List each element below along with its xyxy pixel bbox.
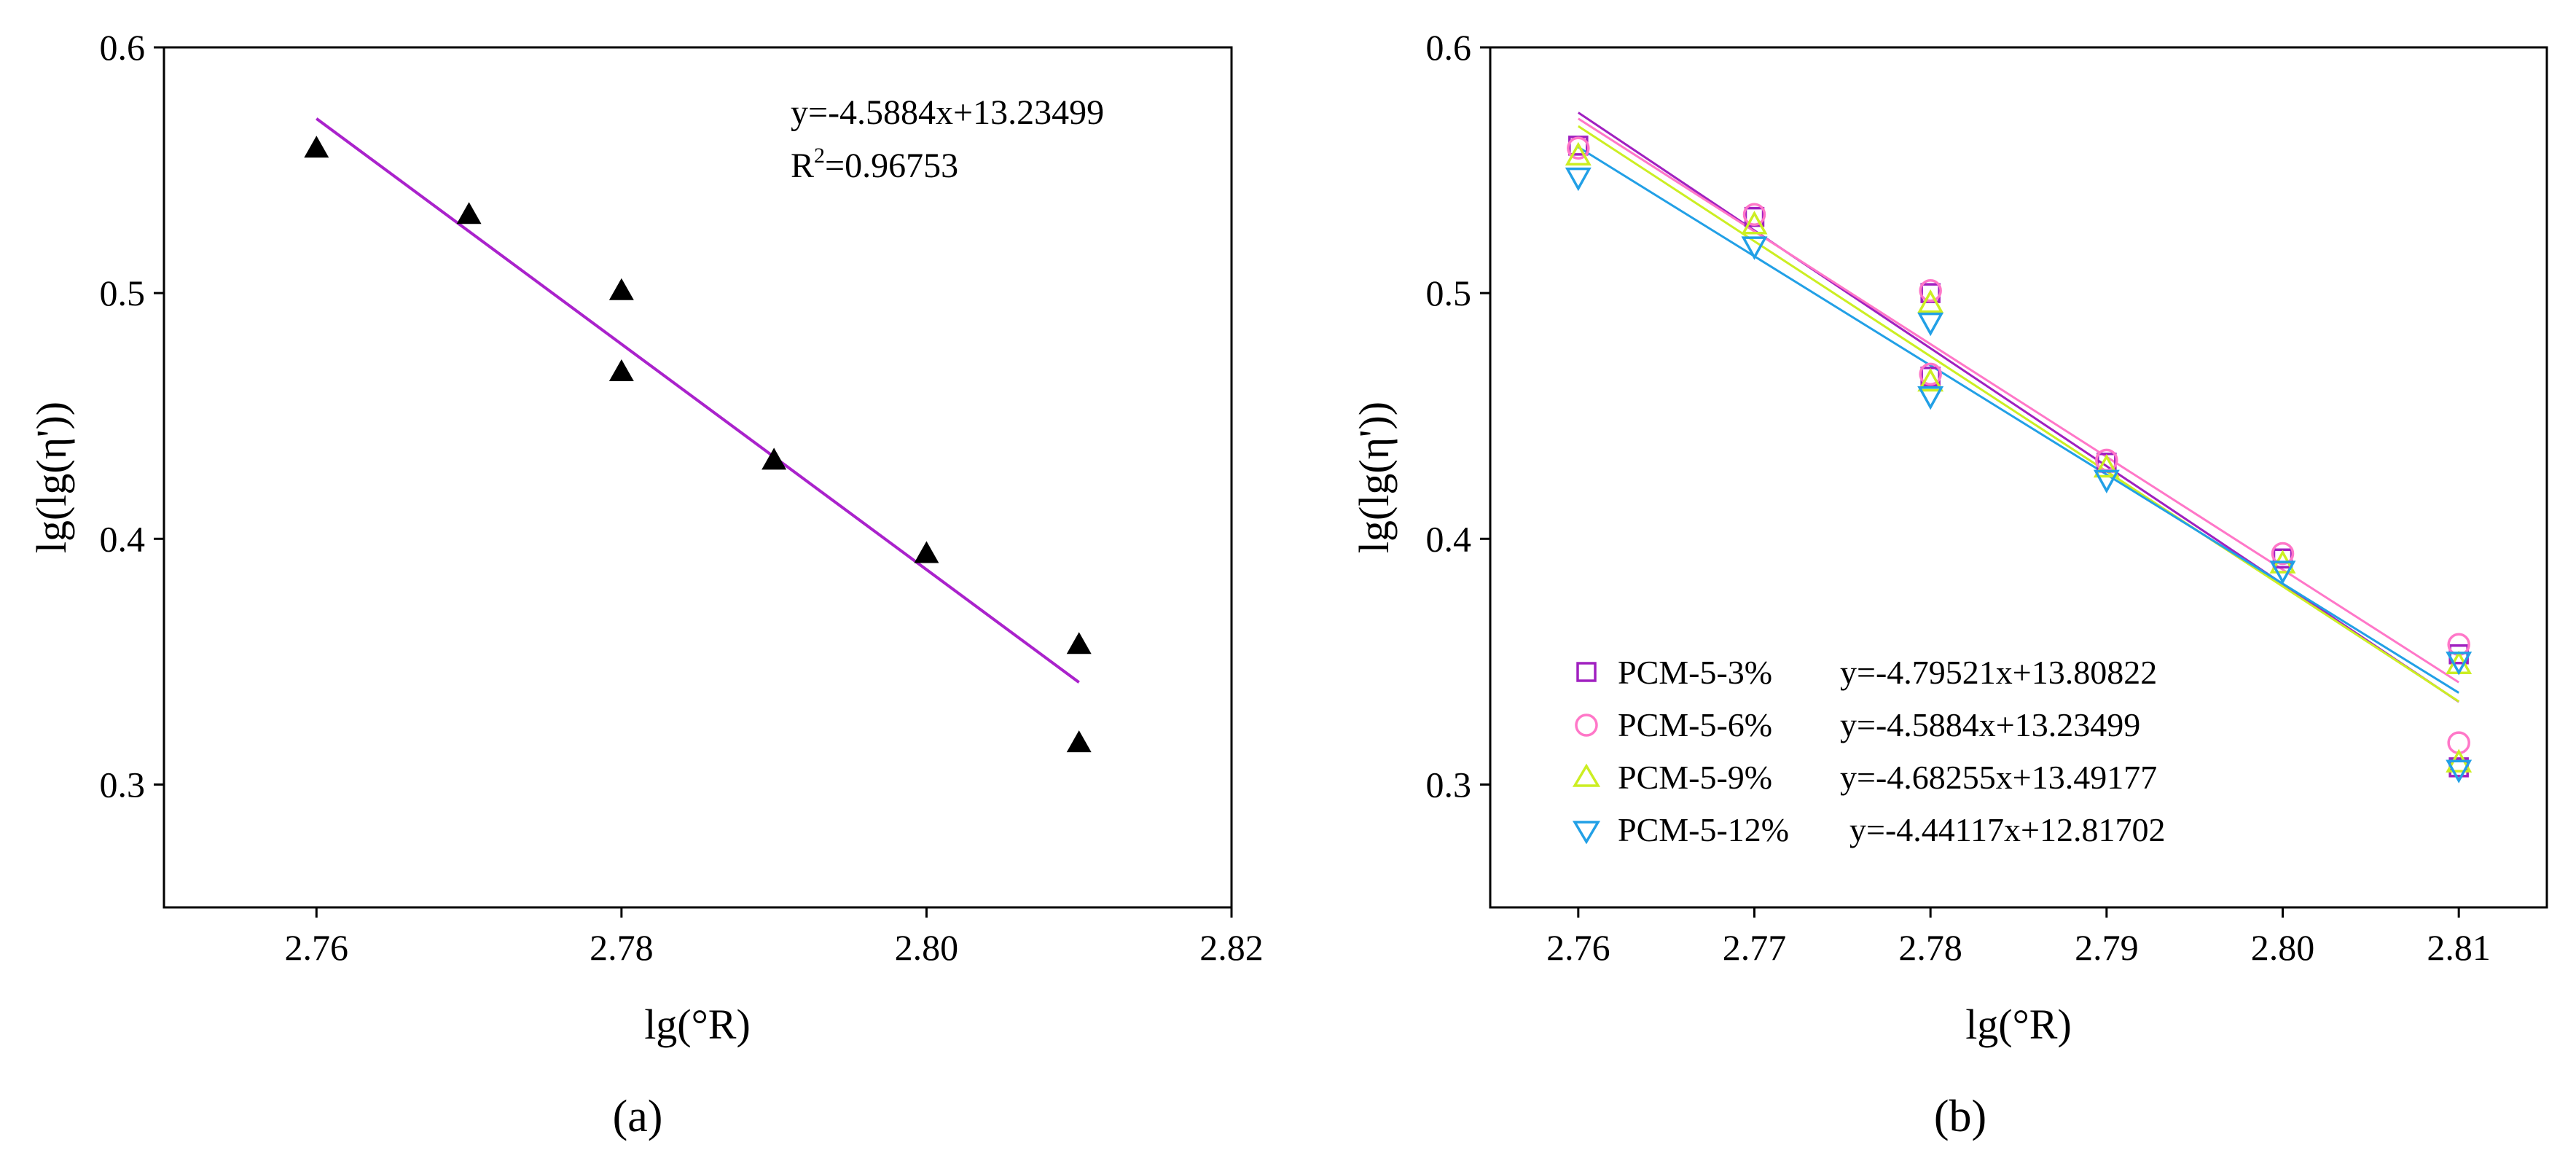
x-tick-label: 2.76 <box>1546 927 1610 968</box>
data-point <box>2269 560 2296 585</box>
x-tick-label: 2.76 <box>285 927 349 968</box>
legend-label: PCM-5-3% <box>1618 654 1772 691</box>
data-point <box>914 541 939 563</box>
y-tick-label: 0.6 <box>100 27 146 68</box>
x-tick-label: 2.78 <box>1898 927 1962 968</box>
data-point <box>1919 279 1942 302</box>
data-point <box>1917 312 1944 337</box>
data-point <box>608 278 634 300</box>
fit-line <box>316 117 1080 684</box>
data-point <box>1917 367 1944 392</box>
panel-a-frame <box>163 46 1233 909</box>
panel-b-frame <box>1489 46 2548 909</box>
data-point <box>608 359 634 382</box>
y-tick-label: 0.3 <box>100 764 146 805</box>
data-point <box>2093 453 2120 478</box>
data-point <box>1565 141 1592 166</box>
panel-a-ticks: 2.76 2.78 2.80 2.82 0.3 0.4 0.5 0.6 <box>100 27 1264 968</box>
data-point <box>1917 289 1944 313</box>
legend-label: PCM-5-9% <box>1618 759 1772 796</box>
data-point <box>1567 136 1590 160</box>
data-point <box>2446 759 2473 783</box>
data-point <box>456 202 482 224</box>
legend-marker-triangle-down <box>1572 821 1601 845</box>
legend-label: PCM-5-6% <box>1618 706 1772 743</box>
data-point <box>1917 386 1944 410</box>
y-tick-label: 0.6 <box>1426 27 1472 68</box>
data-point <box>2271 542 2295 566</box>
x-tick-label: 2.82 <box>1199 927 1264 968</box>
panel-a-x-axis-label: lg(°R) <box>644 1001 751 1048</box>
fit-line <box>1578 117 2459 684</box>
legend-entry-pcm-5-3: PCM-5-3% y=-4.79521x+13.80822 <box>1576 654 2157 691</box>
x-tick-label: 2.80 <box>895 927 959 968</box>
panel-a-label: (a) <box>613 1092 663 1141</box>
legend-marker-square <box>1576 662 1597 682</box>
panel-a: 2.76 2.78 2.80 2.82 0.3 0.4 0.5 0.6 y=-4.5884x+… <box>28 27 1264 1141</box>
x-tick-label: 2.81 <box>2427 927 2491 968</box>
data-point <box>2093 469 2120 493</box>
legend-entry-pcm-5-9: PCM-5-9% y=-4.68255x+13.49177 <box>1572 759 2157 796</box>
data-point <box>1066 730 1092 753</box>
fit-line <box>1578 146 2459 694</box>
data-point <box>304 136 329 158</box>
legend-label: PCM-5-12% <box>1618 811 1789 848</box>
legend-equation: y=-4.79521x+13.80822 <box>1840 654 2157 691</box>
legend-entry-pcm-5-6: PCM-5-6% y=-4.5884x+13.23499 <box>1575 706 2140 743</box>
panel-b-fits <box>1577 112 2460 703</box>
data-point <box>1919 362 1942 386</box>
y-tick-label: 0.5 <box>1426 273 1472 313</box>
panel-a-fit-equation: y=-4.5884x+13.23499 <box>791 93 1104 132</box>
panel-b-ticks: 2.76 2.77 2.78 2.79 2.80 2.81 0.3 0.4 0.5 0.6 <box>1426 27 2491 968</box>
legend-equation: y=-4.5884x+13.23499 <box>1840 706 2140 743</box>
legend-equation: y=-4.68255x+13.49177 <box>1840 759 2157 796</box>
panel-a-points <box>304 136 1092 753</box>
y-tick-label: 0.4 <box>1426 518 1472 559</box>
panel-b-points <box>1565 136 2473 783</box>
panel-b-x-axis-label: lg(°R) <box>1965 1001 2072 1048</box>
y-tick-label: 0.4 <box>100 518 146 559</box>
panel-b-label: (b) <box>1934 1092 1986 1141</box>
fit-line <box>1578 125 2459 703</box>
panel-a-fit <box>316 117 1080 684</box>
data-point <box>1742 203 1766 227</box>
legend-entry-pcm-5-12: PCM-5-12% y=-4.44117x+12.81702 <box>1572 811 2166 848</box>
x-tick-label: 2.79 <box>2075 927 2139 968</box>
panel-b-legend: PCM-5-3% y=-4.79521x+13.80822 PCM-5-6% y… <box>1572 654 2166 848</box>
data-point <box>2446 652 2473 676</box>
x-tick-label: 2.80 <box>2251 927 2315 968</box>
legend-marker-circle <box>1575 714 1598 737</box>
legend-equation: y=-4.44117x+12.81702 <box>1849 811 2166 848</box>
panel-a-y-axis-label: lg(lg(η')) <box>28 402 75 553</box>
data-point <box>1066 632 1092 654</box>
y-tick-label: 0.5 <box>100 273 146 313</box>
panel-b: 2.76 2.77 2.78 2.79 2.80 2.81 0.3 0.4 0.5 0.6 PCM… <box>1350 27 2548 1141</box>
data-point <box>1565 167 1592 192</box>
panel-a-r-squared: R2=0.96753 <box>791 144 958 185</box>
x-tick-label: 2.77 <box>1723 927 1787 968</box>
fit-line <box>1577 112 2460 703</box>
panel-b-y-axis-label: lg(lg(η')) <box>1350 402 1398 553</box>
data-point <box>1741 211 1768 235</box>
data-point <box>1741 236 1768 260</box>
y-tick-label: 0.3 <box>1426 764 1472 805</box>
legend-marker-triangle-up <box>1572 763 1601 787</box>
x-tick-label: 2.78 <box>590 927 654 968</box>
data-point <box>762 447 787 470</box>
